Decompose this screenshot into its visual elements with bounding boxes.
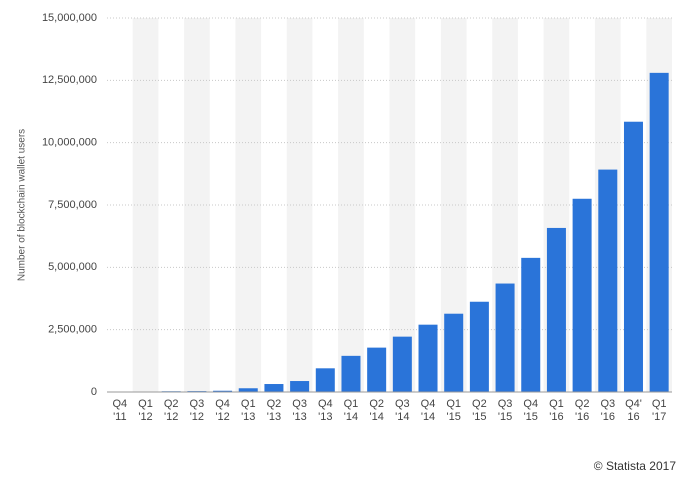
x-tick-label: Q1'12 — [138, 398, 153, 423]
bar — [598, 169, 618, 392]
bar — [315, 368, 335, 392]
y-tick-label: 10,000,000 — [42, 137, 97, 149]
bar — [238, 388, 258, 392]
bar — [290, 381, 310, 392]
bar — [572, 198, 592, 392]
x-tick-label: Q2'14 — [369, 398, 384, 423]
bar — [623, 121, 643, 393]
bar — [367, 347, 387, 392]
y-tick-label: 7,500,000 — [48, 199, 97, 211]
x-tick-label: Q3'15 — [498, 398, 513, 423]
y-tick-label: 5,000,000 — [48, 261, 97, 273]
x-tick-label: Q4'15 — [523, 398, 538, 423]
bar — [341, 355, 361, 392]
bar — [495, 283, 515, 392]
x-tick-label: Q4'12 — [215, 398, 230, 423]
bar — [649, 72, 669, 392]
x-tick-label: Q3'16 — [600, 398, 615, 423]
x-tick-label: Q1'14 — [344, 398, 359, 423]
x-tick-label: Q4'14 — [421, 398, 436, 423]
bar — [546, 227, 566, 392]
bar — [264, 384, 284, 392]
x-tick-label: Q2'13 — [267, 398, 282, 423]
y-tick-label: 15,000,000 — [42, 12, 97, 24]
x-tick-label: Q4' 16 — [625, 398, 642, 423]
credit: © Statista 2017 — [594, 459, 677, 473]
y-axis-title: Number of blockchain wallet users — [17, 129, 28, 281]
x-tick-label: Q1'17 — [652, 398, 667, 423]
x-tick-label: Q3'12 — [190, 398, 205, 423]
x-tick-label: Q1'15 — [446, 398, 461, 423]
x-tick-label: Q4'13 — [318, 398, 333, 423]
x-tick-label: Q2'16 — [575, 398, 590, 423]
x-tick-label: Q2'12 — [164, 398, 179, 423]
y-tick-label: 12,500,000 — [42, 74, 97, 86]
bar — [469, 301, 489, 392]
x-tick-label: Q3'14 — [395, 398, 410, 423]
x-tick-label: Q4'11 — [112, 398, 127, 423]
bar — [392, 336, 412, 392]
bar — [418, 324, 438, 392]
bar — [521, 257, 541, 392]
x-tick-label: Q1'16 — [549, 398, 564, 423]
y-tick-label: 2,500,000 — [48, 324, 97, 336]
bar — [213, 390, 233, 392]
column-shade — [132, 18, 159, 392]
x-tick-label: Q2'15 — [472, 398, 487, 423]
x-tick-label: Q3'13 — [292, 398, 307, 423]
y-tick-label: 0 — [91, 386, 97, 398]
x-tick-label: Q1'13 — [241, 398, 256, 423]
bar — [444, 313, 464, 392]
column-shade — [184, 18, 210, 392]
column-shade — [389, 18, 416, 392]
